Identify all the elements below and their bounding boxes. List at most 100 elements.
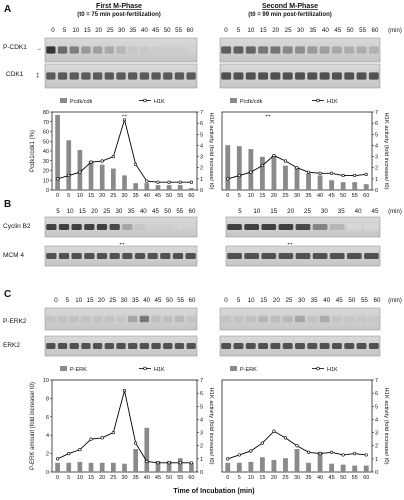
blot-mcm4-first-band: [58, 253, 70, 259]
blot-p-cdk1-second-band: [307, 46, 318, 54]
time-tick-15: 15: [79, 208, 86, 215]
blot-p-erk2-first-band: [92, 315, 103, 323]
blot-p-cdk1-second-band: [331, 46, 342, 54]
line-point: [178, 180, 182, 184]
first-mphase-title: First M-Phase: [96, 3, 142, 10]
panel-a-time-ticks-right: 0 5 10 15 20 25 30 35 40 45 50 55 60: [224, 27, 379, 34]
legend-line-marker: [316, 98, 320, 103]
line-point: [318, 452, 322, 456]
y-tick-label: 60: [43, 130, 49, 136]
blot-mcm4-first-band: [172, 253, 184, 259]
blot-erk2-first-band: [139, 343, 150, 349]
blot-p-erk2-second-band: [356, 315, 367, 323]
x-tick-label: 15: [259, 193, 265, 199]
blot-cdk1-second-band: [307, 72, 318, 80]
time-tick-45: 45: [336, 297, 343, 304]
blot-erk2-first-band: [163, 343, 173, 349]
bar: [177, 185, 183, 190]
line-point: [122, 118, 127, 122]
time-tick-45: 45: [152, 27, 159, 34]
x-tick-label: 60: [363, 475, 369, 481]
blot-mcm4-second-band: [312, 253, 328, 259]
blot-p-cdk1-first-band: [128, 46, 138, 54]
line-point: [364, 453, 368, 457]
blot-cyclin-b2-first-band: [172, 224, 184, 230]
blot-cyclin-b2-first: [44, 216, 198, 238]
panel-c-time-ticks-right: 0 5 10 15 20 25 30 35 40 45 50 55 60: [224, 297, 381, 304]
blot-cdk1-second-band: [221, 72, 232, 80]
x-tick-label: 15: [88, 475, 94, 481]
line-point: [353, 173, 357, 178]
first-mphase-subtitle: (t0 = 75 min post-fertilization): [77, 12, 161, 18]
y-right-axis-label: H1K activity (fold increase/ t0): [383, 113, 389, 190]
x-tick-label: 45: [155, 475, 161, 481]
time-tick-50: 50: [348, 297, 355, 304]
time-tick-35: 35: [128, 208, 135, 215]
bar: [55, 462, 60, 472]
blot-p-cdk1-first-band: [151, 46, 161, 54]
y-tick-label: 70: [43, 120, 49, 126]
x-tick-label: 10: [77, 475, 83, 481]
legend-bar-swatch: [60, 98, 67, 103]
bar: [363, 465, 369, 472]
time-tick-25: 25: [285, 27, 292, 34]
time-tick-55: 55: [176, 208, 183, 215]
line-point: [134, 441, 138, 445]
blot-mcm4-first-band: [46, 253, 57, 259]
blot-erk2-second-band: [356, 343, 367, 349]
y-tick-label: 8: [46, 396, 49, 402]
y-right-tick-label: 1: [200, 177, 203, 183]
y-tick-label: 30: [43, 159, 49, 165]
line-point: [134, 162, 138, 166]
time-tick-10: 10: [253, 208, 260, 215]
y-tick-label: 80: [43, 110, 49, 116]
y-right-tick-label: 1: [375, 177, 378, 183]
x-tick-label: 5: [238, 193, 241, 199]
line-point: [260, 163, 264, 168]
line-point: [283, 159, 288, 163]
bar: [166, 460, 172, 472]
blot-cdk1-second-band: [319, 72, 330, 80]
y-right-tick-label: 3: [375, 431, 378, 437]
blot-p-erk2-second-band: [368, 315, 379, 323]
time-tick-15: 15: [84, 27, 91, 34]
line-point: [330, 171, 334, 175]
panel-c-time-unit: (min): [388, 298, 402, 304]
time-tick-45: 45: [334, 27, 341, 34]
blot-p-erk2-second-band: [233, 315, 244, 323]
blot-erk2-first-band: [186, 343, 196, 349]
line-point: [353, 452, 357, 456]
x-tick-label: 25: [110, 475, 116, 481]
time-tick-60: 60: [374, 297, 381, 304]
blot-p-erk2-second-band: [221, 315, 232, 323]
time-tick-10: 10: [67, 208, 74, 215]
x-tick-label: 40: [317, 475, 323, 481]
blot-cyclin-b2-first-band: [71, 224, 82, 230]
time-tick-0: 0: [224, 297, 228, 304]
blot-erk2-first-band: [104, 343, 114, 349]
bar: [225, 462, 231, 472]
blot-mcm4-first: [44, 245, 198, 267]
blot-cyclin-b2-second-band: [312, 224, 328, 230]
x-tick-label: 50: [166, 193, 172, 199]
line-point: [156, 461, 160, 465]
time-tick-50: 50: [164, 27, 171, 34]
y-right-tick-label: 4: [375, 143, 378, 149]
x-tick-label: 20: [99, 475, 105, 481]
x-tick-label: 25: [110, 193, 116, 199]
x-tick-label: 40: [144, 475, 150, 481]
line-point: [178, 461, 182, 465]
line-point: [78, 448, 82, 452]
blot-p-cdk1-first-band: [57, 46, 68, 54]
x-tick-label: 20: [271, 475, 277, 481]
blot-mcm4-second-band: [329, 253, 345, 259]
time-tick-45: 45: [372, 208, 379, 215]
time-tick-60: 60: [189, 208, 196, 215]
time-tick-50: 50: [166, 297, 173, 304]
x-tick-label: 30: [294, 475, 300, 481]
blot-cdk1-first-band: [139, 72, 150, 80]
blot-p-cdk1-first-band: [104, 46, 114, 54]
line-point: [306, 170, 311, 174]
blot-erk2-second-band: [295, 343, 305, 349]
